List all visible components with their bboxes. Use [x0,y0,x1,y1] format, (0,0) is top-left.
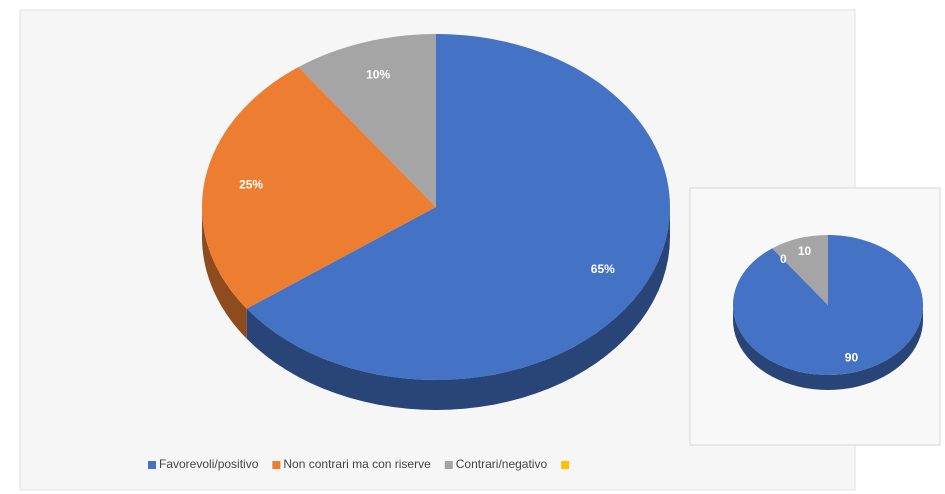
data-label: 25% [239,178,263,192]
legend-swatch [272,461,281,469]
slice-side [202,207,247,339]
legend-label: Contrari/negativo [456,457,548,471]
slice [202,67,436,309]
data-label: 10 [798,244,812,258]
legend-label: Non contrari ma con riserve [283,457,431,471]
legend-label: Favorevoli/positivo [159,457,259,471]
slice-side [733,305,923,390]
legend-swatch [561,461,570,469]
slice-side [246,207,671,410]
data-label: 10% [366,68,390,82]
slice [733,235,924,375]
data-label: 90 [845,350,859,364]
legend-swatch [148,461,156,469]
data-label: 0 [780,252,787,266]
slice [298,34,436,207]
legend-swatch [444,461,453,469]
data-label: 65% [591,262,615,276]
slice [772,235,828,305]
slice [246,34,671,380]
